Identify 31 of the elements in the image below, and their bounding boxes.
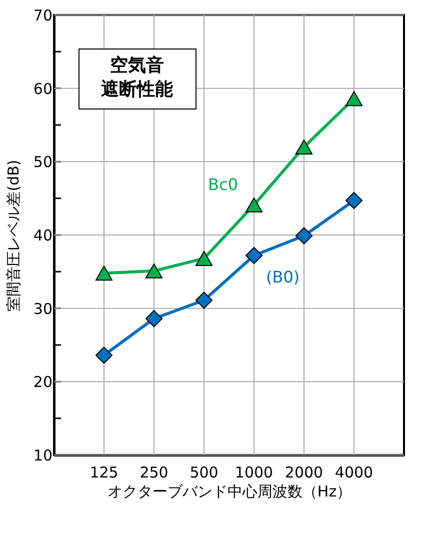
series-label: Bc0 (208, 174, 238, 194)
y-tick-label: 40 (33, 226, 52, 244)
y-tick-label: 70 (33, 6, 52, 24)
series-label: (B0) (266, 268, 300, 287)
y-tick-label: 20 (33, 373, 52, 392)
point (245, 197, 263, 212)
x-tick-label: 250 (140, 464, 168, 482)
x-tick-label: 2000 (284, 464, 324, 482)
point (245, 246, 263, 264)
point (295, 140, 313, 154)
x-axis-title: オクターブバンド中心周波数（Hz） (107, 482, 352, 500)
point (145, 310, 163, 328)
point (295, 227, 313, 244)
point (95, 266, 113, 281)
x-tick-label: 500 (190, 464, 218, 482)
point (195, 292, 213, 309)
point (145, 263, 163, 278)
x-tick-label: 125 (90, 464, 118, 482)
point (345, 192, 363, 210)
annotation: 遮断性能 (101, 79, 173, 100)
y-tick-label: 30 (33, 300, 52, 318)
point (95, 346, 113, 364)
y-tick-label: 10 (33, 446, 52, 464)
point (195, 250, 213, 266)
point (345, 91, 363, 106)
y-tick-label: 60 (33, 80, 52, 98)
annotation: 空気音 (110, 55, 164, 76)
y-axis-title: 室間音圧レベル差(dB) (4, 160, 22, 312)
x-tick-label: 1000 (234, 464, 274, 482)
x-tick-label: 4000 (334, 464, 374, 482)
y-tick-label: 50 (33, 153, 52, 172)
